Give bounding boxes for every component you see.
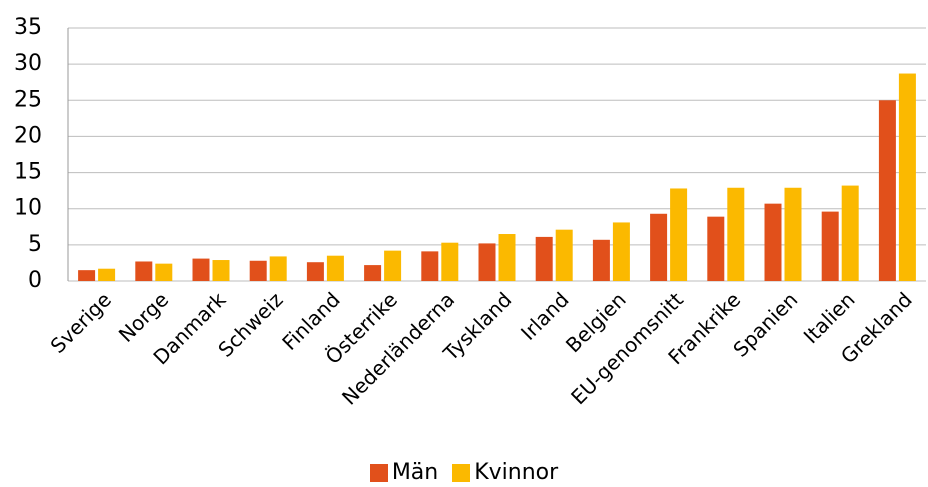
bar: [841, 185, 859, 281]
x-tick-label: Spanien: [728, 287, 802, 361]
y-tick-label: 20: [14, 123, 42, 148]
bar: [192, 258, 210, 281]
bar: [306, 262, 324, 281]
y-tick-label: 0: [28, 268, 42, 293]
bar: [650, 213, 668, 281]
bar: [249, 260, 267, 281]
bar: [707, 216, 725, 281]
bar: [135, 261, 153, 281]
bar: [441, 242, 459, 281]
bar: [821, 211, 839, 281]
bar: [212, 260, 230, 281]
bar: [878, 100, 896, 282]
y-tick-label: 25: [14, 87, 42, 112]
bar: [421, 251, 439, 281]
bar: [364, 265, 382, 281]
bar: [155, 263, 173, 281]
bar: [98, 268, 116, 281]
y-tick-label: 10: [14, 196, 42, 221]
bar: [326, 255, 344, 281]
bar: [592, 239, 610, 281]
legend-label: Män: [391, 460, 439, 485]
bar: [384, 250, 402, 281]
y-tick-label: 30: [14, 51, 42, 76]
bar: [670, 188, 688, 281]
legend-label: Kvinnor: [474, 460, 559, 485]
bar: [555, 229, 573, 281]
y-tick-label: 35: [14, 15, 42, 40]
legend-swatch: [369, 463, 388, 482]
bar: [535, 236, 553, 281]
bar: [269, 256, 287, 281]
legend-swatch: [452, 463, 471, 482]
bar: [498, 234, 516, 281]
x-tick-label: Sverige: [46, 287, 116, 357]
bar: [898, 73, 916, 281]
bar: [764, 203, 782, 281]
bar: [727, 187, 745, 281]
bar: [612, 222, 630, 281]
bar: [478, 243, 496, 281]
bar: [784, 187, 802, 281]
chart: 05101520253035SverigeNorgeDanmarkSchweiz…: [14, 15, 926, 410]
y-tick-label: 15: [14, 160, 42, 185]
bar: [78, 270, 96, 281]
legend-item: Män: [369, 460, 439, 485]
legend: Män Kvinnor: [0, 460, 928, 485]
legend-item: Kvinnor: [452, 460, 558, 485]
y-tick-label: 5: [28, 232, 42, 257]
